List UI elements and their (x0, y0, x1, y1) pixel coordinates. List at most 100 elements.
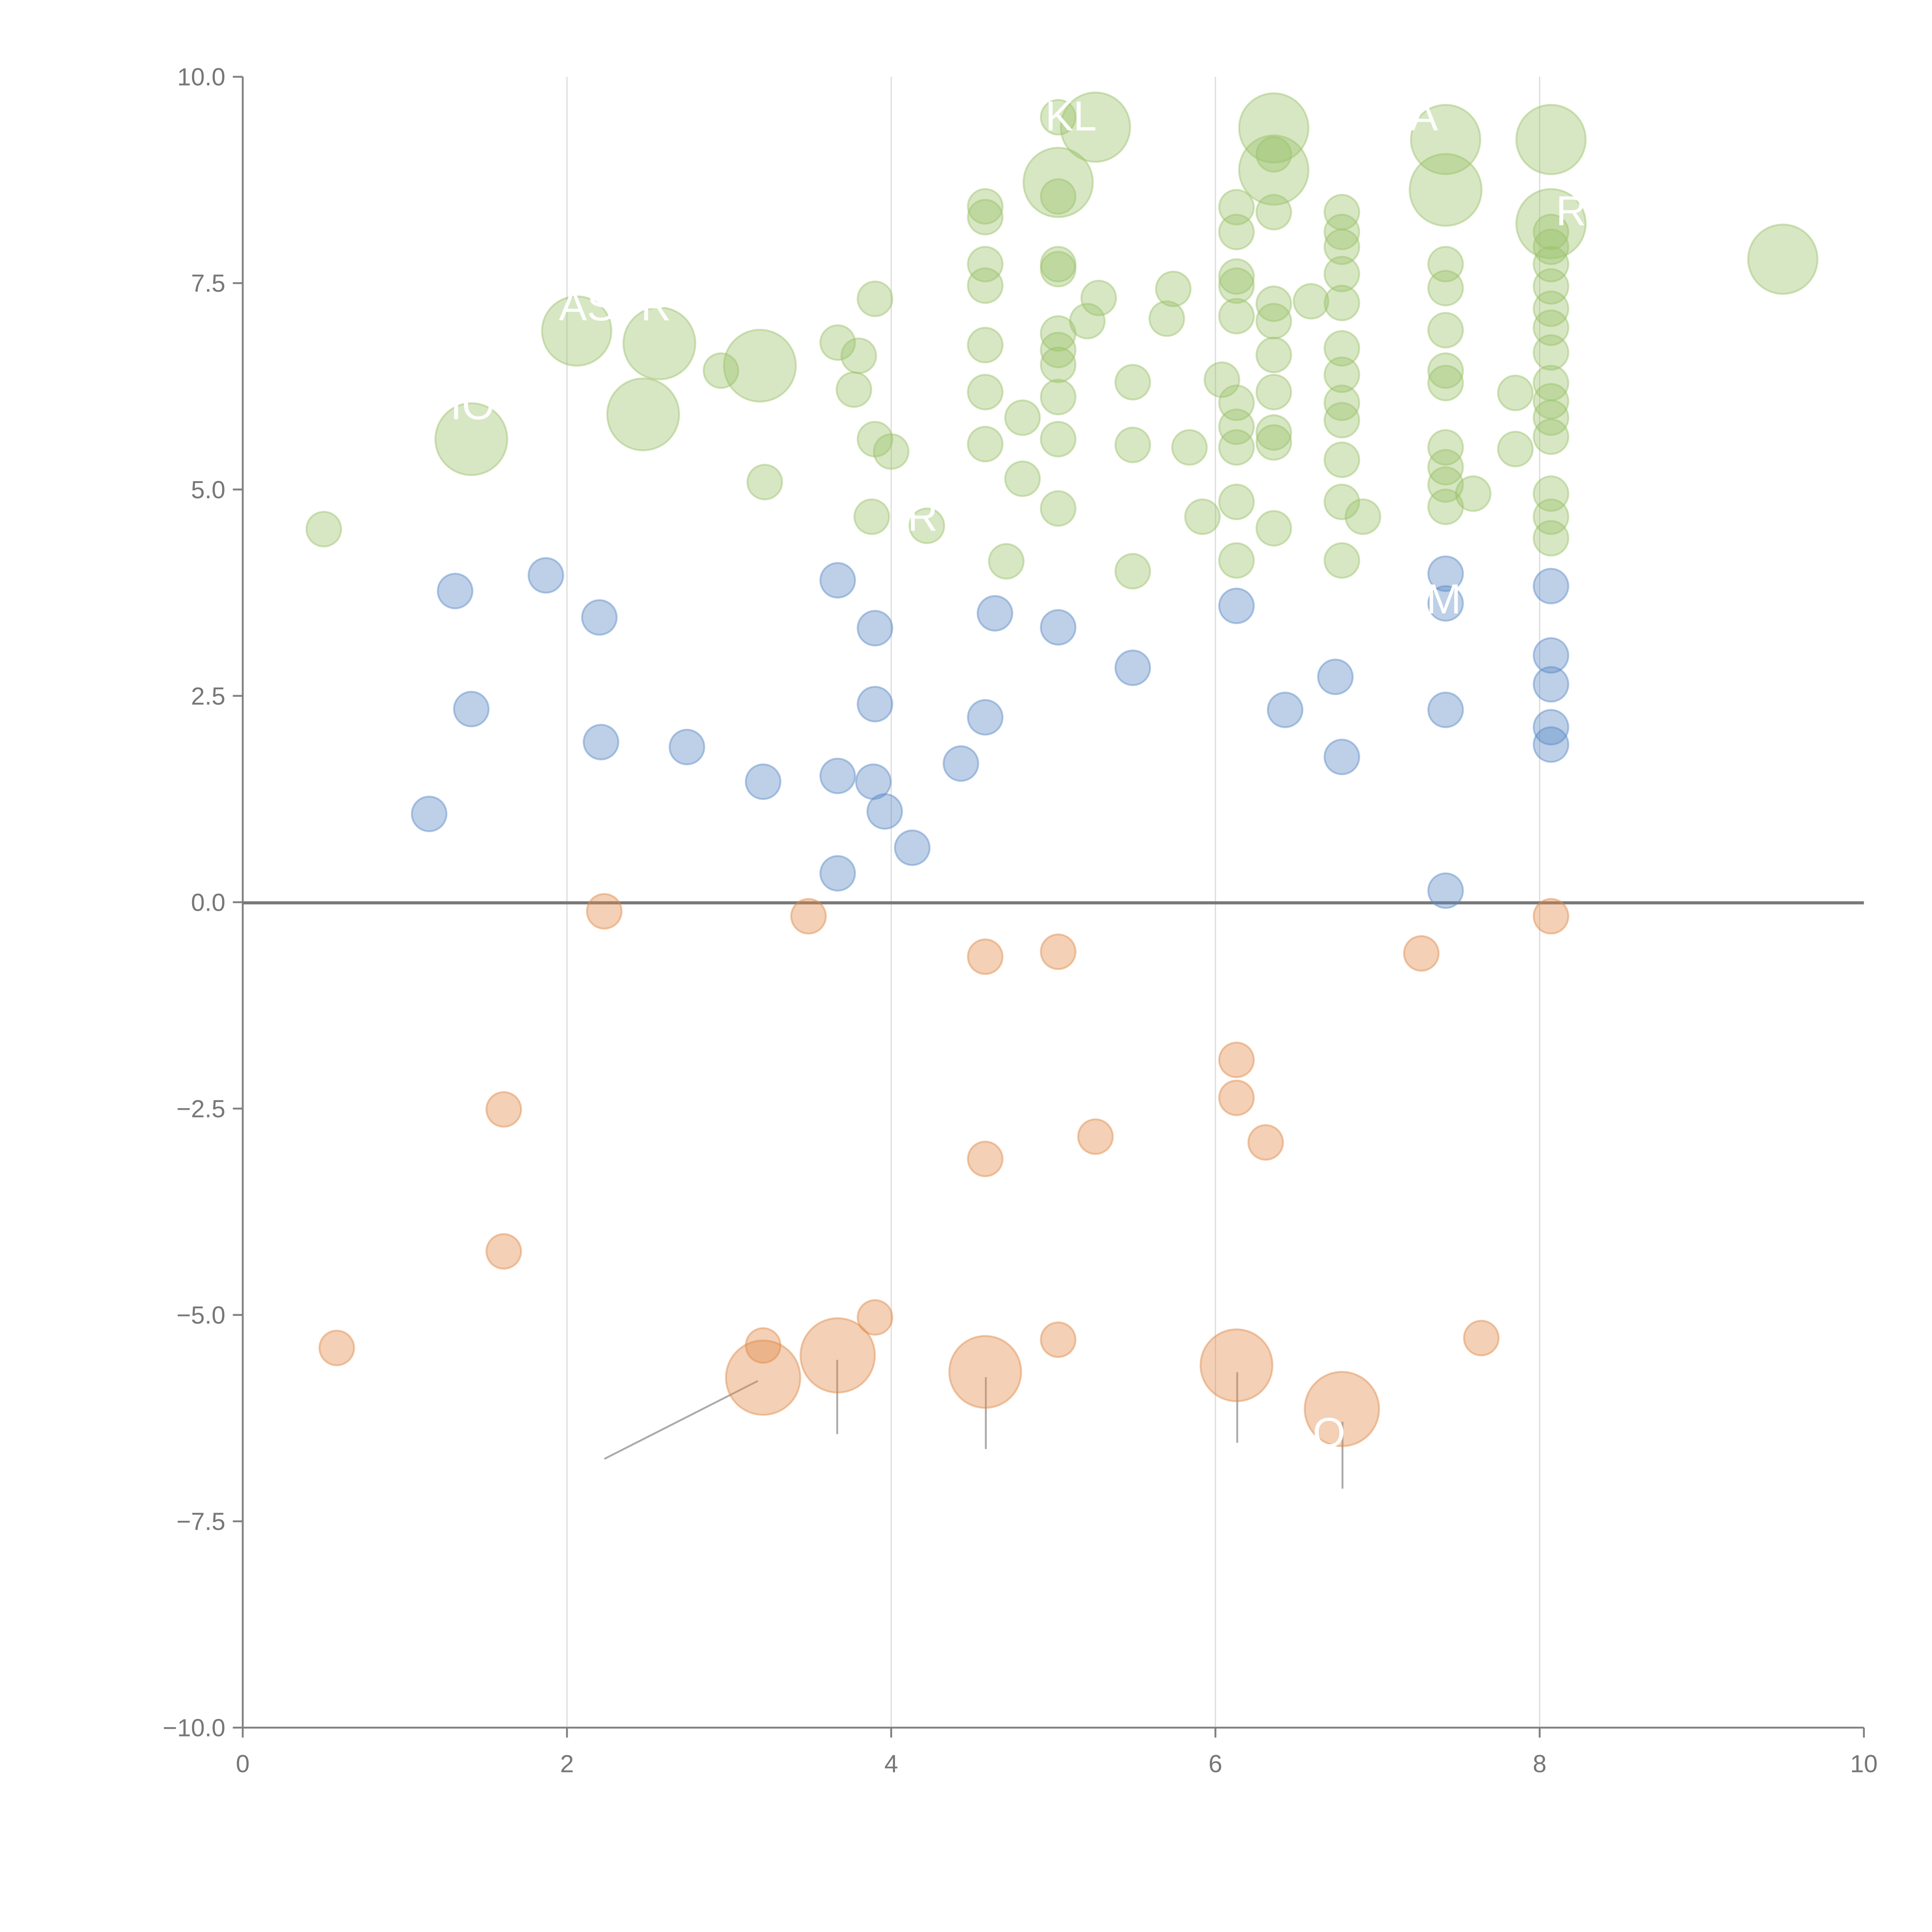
data-point (1204, 361, 1240, 398)
data-point (857, 685, 893, 723)
data-point (1532, 637, 1570, 674)
data-point (527, 557, 565, 594)
y-tick-label: 0.0 (191, 888, 225, 916)
data-point (434, 402, 509, 476)
point-annotation: ASTR (559, 282, 671, 330)
data-point (1218, 429, 1255, 466)
data-point (1323, 542, 1361, 579)
data-point (668, 729, 706, 765)
data-point (1532, 214, 1570, 250)
data-point (857, 1299, 893, 1336)
y-tick-label: 2.5 (191, 682, 225, 710)
data-point (967, 246, 1004, 282)
data-point (1155, 270, 1192, 308)
data-point (1532, 246, 1570, 282)
data-point (1323, 194, 1361, 231)
data-point (819, 562, 856, 599)
data-point (1497, 374, 1534, 412)
series-green (305, 91, 1819, 590)
data-point (305, 511, 342, 548)
data-point (799, 1317, 876, 1394)
data-point (1323, 483, 1361, 520)
data-point (1040, 609, 1077, 646)
data-point (1532, 268, 1570, 305)
data-point (318, 1330, 355, 1366)
data-point (725, 1339, 801, 1416)
data-point (1532, 290, 1570, 327)
data-point (976, 595, 1014, 632)
data-point (1004, 399, 1041, 436)
x-tick-label: 0 (236, 1750, 250, 1778)
point-annotation: M (1426, 575, 1461, 622)
data-point (1238, 92, 1310, 164)
annotations: ASTR IO R KL A R M O (450, 93, 1586, 1456)
data-point (1218, 542, 1255, 579)
data-point (1238, 134, 1310, 206)
data-point (541, 295, 612, 367)
data-point (967, 938, 1004, 975)
data-point (967, 199, 1004, 236)
data-point (819, 855, 856, 892)
point-annotation: R (1556, 187, 1587, 235)
point-annotation: IO (450, 381, 495, 429)
data-point (1077, 1118, 1114, 1155)
data-point (1323, 402, 1361, 439)
data-point (1171, 429, 1208, 466)
data-point (1497, 430, 1534, 468)
data-point (1427, 270, 1464, 306)
data-point (745, 1327, 782, 1364)
data-point (1532, 520, 1570, 557)
data-point (1218, 1079, 1255, 1116)
data-point (745, 763, 782, 800)
data-point (1218, 267, 1255, 304)
data-point (1255, 414, 1292, 451)
data-point (1345, 498, 1381, 535)
data-point (746, 464, 783, 500)
data-point (840, 337, 877, 374)
data-point (1427, 364, 1464, 401)
data-point (1455, 475, 1492, 512)
point-annotation: A (1410, 93, 1438, 140)
data-point (942, 745, 980, 782)
data-point (1218, 587, 1255, 624)
data-point (1403, 935, 1440, 972)
data-point (437, 573, 474, 609)
data-point (485, 1233, 522, 1270)
data-point (948, 1335, 1022, 1409)
data-point (606, 377, 680, 451)
data-point (1218, 483, 1255, 520)
data-point (967, 699, 1004, 736)
data-point (1040, 1321, 1077, 1358)
data-point (1148, 300, 1185, 337)
data-point (1323, 384, 1361, 421)
leader-line (604, 1380, 759, 1460)
data-point (1040, 251, 1077, 287)
data-point (1532, 309, 1570, 346)
data-point (1747, 223, 1819, 295)
leader-lines (604, 1360, 1344, 1489)
data-point (1427, 466, 1464, 503)
data-point (1532, 726, 1570, 763)
data-point (1255, 510, 1292, 547)
data-point (819, 757, 856, 794)
data-point (1323, 330, 1361, 367)
data-point (835, 371, 872, 408)
data-point (1427, 429, 1464, 466)
data-point (1218, 384, 1255, 421)
data-point (857, 610, 893, 646)
data-point (702, 352, 740, 389)
y-tick-label: 5.0 (191, 476, 225, 503)
data-point (1218, 1041, 1255, 1078)
data-point (1004, 460, 1041, 497)
data-point (1040, 933, 1077, 970)
data-point (1532, 898, 1570, 935)
y-tick-label: −2.5 (177, 1095, 226, 1122)
data-point (967, 374, 1004, 411)
data-point (1040, 178, 1077, 215)
data-point (1532, 498, 1570, 535)
data-point (1323, 214, 1361, 250)
data-point (1410, 104, 1481, 175)
data-point (967, 267, 1004, 304)
data-point (988, 543, 1025, 580)
data-point (1255, 136, 1292, 173)
